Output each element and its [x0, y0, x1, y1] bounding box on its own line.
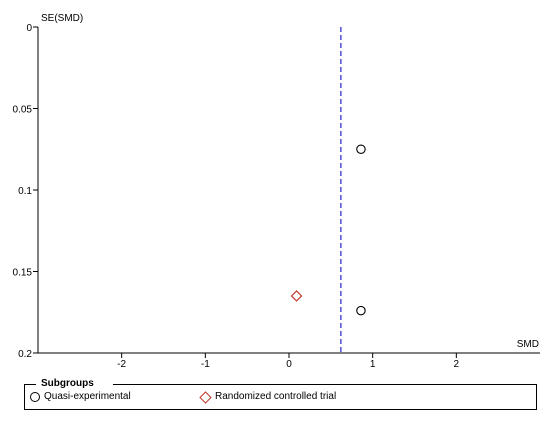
legend-border-left-segment	[24, 384, 36, 385]
data-point-quasi-experimental	[356, 144, 366, 155]
y-tick-label: 0.1	[18, 186, 32, 197]
y-tick-label: 0.15	[13, 268, 33, 279]
legend-item-quasi-experimental: Quasi-experimental	[29, 390, 131, 404]
legend-border-right-segment	[113, 384, 537, 385]
legend-label-quasi-experimental: Quasi-experimental	[44, 391, 131, 402]
legend: Subgroups Quasi-experimental Randomized …	[24, 378, 537, 410]
x-axis-title: SMD	[517, 339, 539, 350]
data-points	[290, 144, 366, 316]
x-tick-label: 1	[370, 359, 376, 370]
x-tick-label: -1	[201, 359, 210, 370]
y-tick-label: 0	[26, 23, 32, 34]
legend-label-randomized-controlled-trial: Randomized controlled trial	[215, 391, 337, 402]
data-point-randomized-controlled-trial	[290, 290, 303, 302]
funnel-plot: 0 0.05 0.1 0.15 0.2 -2 -1 0 1 2 SE(SMD) SMD	[13, 13, 540, 370]
legend-item-randomized-controlled-trial: Randomized controlled trial	[199, 390, 336, 404]
x-tick-label: 0	[286, 359, 292, 370]
y-tick-label: 0.2	[18, 349, 32, 360]
x-tick-label: -2	[117, 359, 126, 370]
diamond-marker-icon	[199, 390, 212, 404]
legend-title: Subgroups	[41, 378, 94, 390]
x-tick-label: 2	[454, 359, 460, 370]
data-point-quasi-experimental	[356, 305, 366, 316]
circle-marker-icon	[30, 392, 40, 402]
axes: 0 0.05 0.1 0.15 0.2 -2 -1 0 1 2	[13, 23, 540, 370]
y-tick-label: 0.05	[13, 105, 33, 116]
y-axis-title: SE(SMD)	[41, 13, 83, 24]
